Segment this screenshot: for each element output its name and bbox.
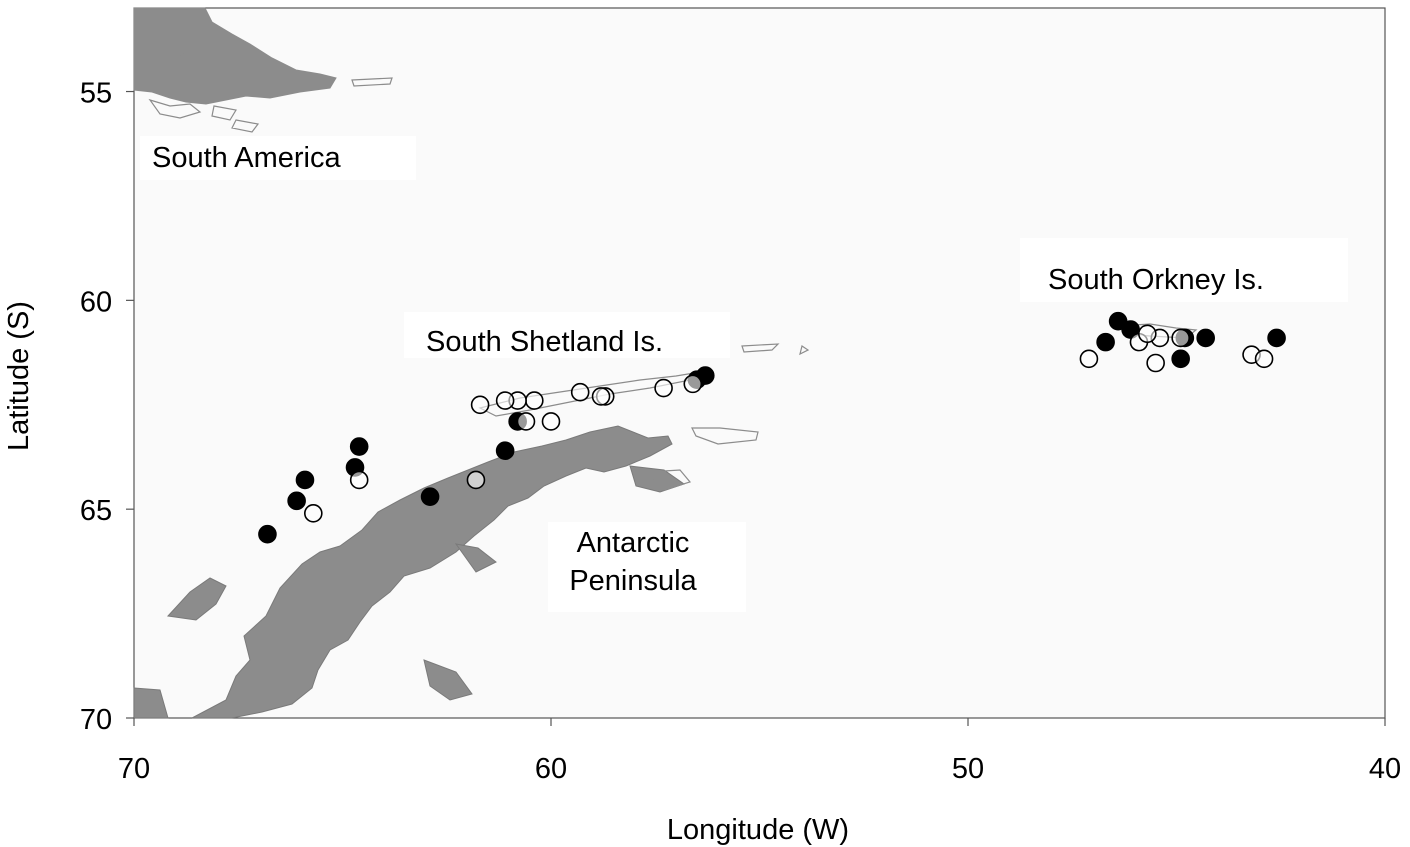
x-tick-label: 70 — [118, 753, 150, 785]
open-sample-point — [1079, 349, 1099, 369]
south-shetland-label-box — [404, 312, 730, 358]
filled-sample-point — [295, 470, 315, 490]
open-sample-point — [591, 387, 611, 406]
open-sample-point — [1146, 353, 1165, 373]
x-tick-label: 50 — [952, 753, 984, 785]
filled-sample-point — [420, 487, 440, 506]
south-america-islets — [148, 77, 393, 133]
open-sample-point — [541, 412, 561, 431]
sample-points — [258, 311, 1286, 544]
south-america-label: South America — [152, 142, 341, 174]
y-axis: 55 60 65 70 Latitude (S) — [3, 78, 134, 736]
filled-sample-point — [1171, 349, 1190, 369]
y-ticks: 55 60 65 70 — [80, 78, 134, 736]
open-sample-point — [683, 374, 703, 394]
filled-sample-point — [1096, 332, 1115, 352]
antarctic-peninsula-label-box — [548, 522, 746, 612]
x-tick-label: 40 — [1369, 753, 1401, 785]
south-orkney-label-box — [1020, 238, 1348, 302]
y-tick-label: 55 — [80, 78, 112, 110]
antarctic-peninsula-label-line: Antarctic — [577, 527, 690, 559]
antarctic-peninsula-label: Antarctic Peninsula — [569, 527, 697, 597]
south-shetland-label: South Shetland Is. — [426, 326, 663, 358]
y-tick-label: 60 — [80, 286, 112, 318]
open-sample-point — [525, 391, 544, 410]
south-orkney-label: South Orkney Is. — [1048, 264, 1264, 296]
x-ticks: 70 60 50 40 — [118, 718, 1401, 785]
open-sample-point — [1171, 328, 1190, 348]
south-america-label-box — [140, 136, 416, 180]
x-tick-label: 60 — [535, 753, 567, 785]
filled-sample-point — [258, 524, 277, 544]
antarctic-peninsula-landmass — [191, 425, 673, 719]
south-america-landmass — [133, 7, 337, 105]
filled-sample-point — [1196, 328, 1215, 348]
open-sample-point — [466, 470, 486, 490]
open-sample-point — [349, 470, 369, 490]
open-sample-point — [570, 382, 590, 402]
filled-sample-point — [495, 441, 515, 461]
open-sample-point — [304, 504, 323, 523]
peninsula-islands — [133, 465, 686, 719]
open-sample-point — [470, 395, 490, 415]
filled-sample-point — [287, 491, 306, 511]
open-sample-point — [1138, 324, 1157, 344]
open-sample-point — [1254, 349, 1274, 369]
x-axis-label: Longitude (W) — [667, 814, 849, 846]
y-tick-label: 70 — [80, 704, 112, 736]
filled-sample-point — [349, 437, 369, 456]
open-sample-point — [516, 412, 536, 431]
region-labels: South America South Shetland Is. Antarct… — [140, 136, 1348, 612]
open-sample-point — [654, 378, 673, 398]
filled-sample-point — [1267, 328, 1286, 348]
y-axis-label: Latitude (S) — [3, 301, 35, 451]
y-tick-label: 65 — [80, 495, 112, 527]
x-axis: 70 60 50 40 Longitude (W) — [118, 718, 1401, 846]
open-sample-point — [495, 391, 515, 410]
antarctic-peninsula-label-line: Peninsula — [569, 565, 697, 597]
